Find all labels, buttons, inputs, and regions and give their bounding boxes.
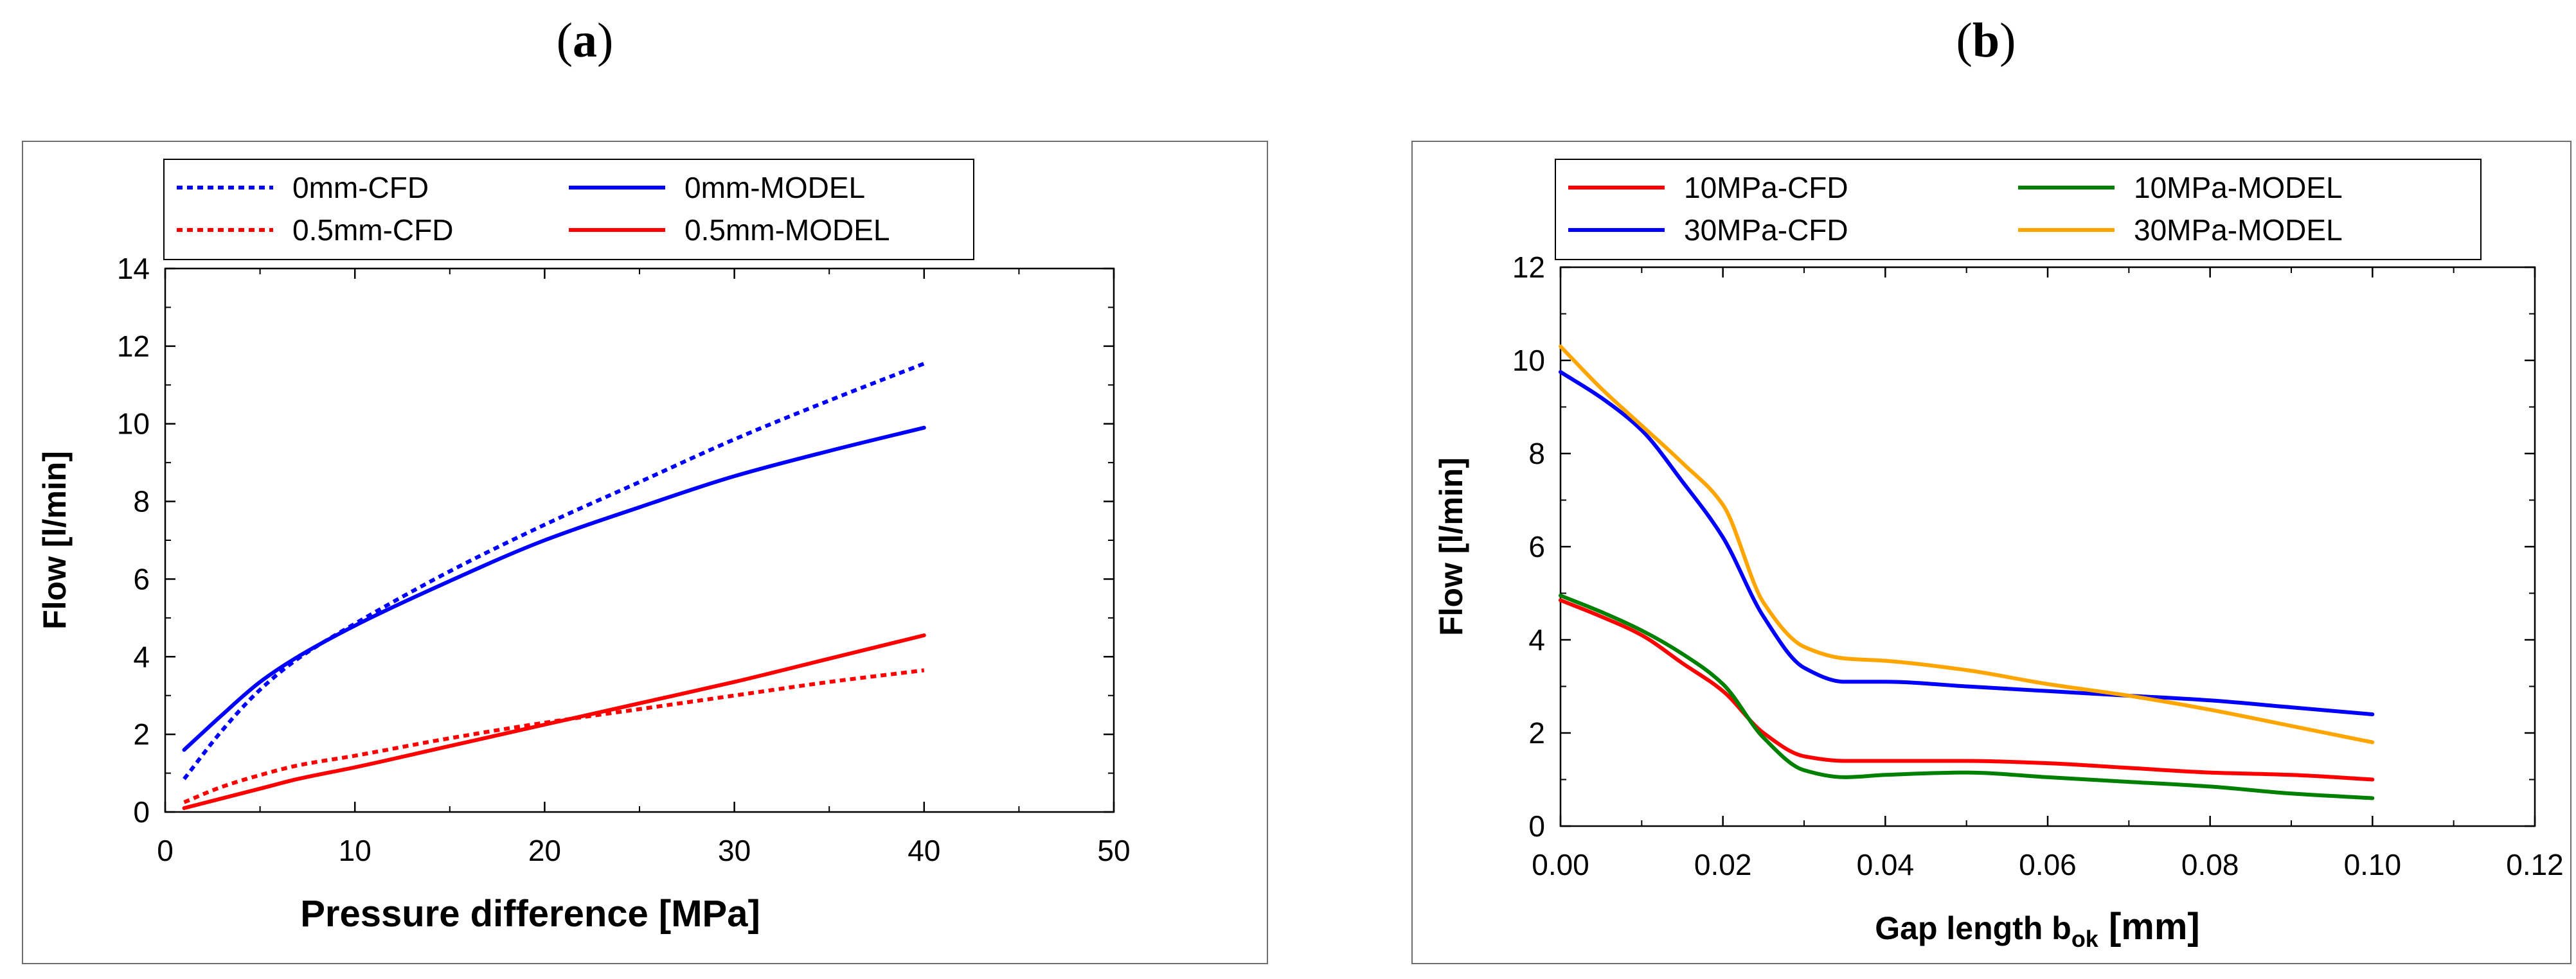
chart-a-xtick-label: 0 [157,834,174,867]
chart-b-legend-box [1555,159,2482,260]
chart-b-legend-label: 30MPa-MODEL [2134,213,2343,247]
chart-a-ytick-label: 10 [117,407,150,441]
chart-b-series-30MPa-CFD [1559,370,2375,716]
chart-a-xlabel: Pressure difference [MPa] [300,893,760,935]
chart-a-legend-label: 0mm-MODEL [684,171,865,204]
chart-b-series-30MPa-MODEL [1559,344,2375,745]
chart-b-frame [1411,141,2572,964]
panel-b-label: (b) [1956,13,2016,67]
chart-b-ytick-label: 10 [1512,344,1545,377]
chart-a-xtick-label: 50 [1097,834,1130,867]
chart-a-ytick-label: 2 [133,718,150,751]
chart-b-xtick-label: 0.00 [1532,848,1589,881]
panel-a-label: (a) [556,13,614,67]
chart-b-xlabel: Gap length bok [mm] [1875,906,2199,952]
chart-b-series-10MPa-MODEL [1559,594,2375,800]
chart-a-legend-label: 0.5mm-MODEL [684,213,890,247]
chart-b-xtick-label: 0.02 [1694,848,1752,881]
chart-a-series-0mm-MODEL [182,425,926,752]
chart-a-series-0.5mm-CFD [183,668,925,804]
chart-a-ylabel: Flow [l/min] [37,451,73,630]
chart-a-legend: 0mm-CFD 0mm-MODEL 0.5mm-CFD 0.5mm-MODEL [163,159,974,260]
chart-b: 0.00 0.02 0.04 0.06 0.08 0.10 0.12 0 2 4 6 8 10 12 Flo… [1411,141,2572,964]
chart-b-ylabel: Flow [l/min] [1433,457,1469,636]
chart-b-legend-label: 10MPa-MODEL [2134,171,2343,204]
chart-b-ytick-label: 8 [1528,437,1545,470]
chart-a-xtick-label: 20 [528,834,561,867]
chart-b-ytick-label: 0 [1528,809,1545,843]
chart-b-ytick-label: 6 [1528,530,1545,563]
chart-a-ytick-label: 14 [117,252,150,285]
chart-a-legend-label: 0.5mm-CFD [292,213,453,247]
chart-b-xtick-label: 0.04 [1857,848,1915,881]
chart-a-ytick-label: 8 [133,485,150,518]
chart-a-ytick-label: 6 [133,562,150,595]
chart-a-ytick-label: 12 [117,330,150,363]
chart-b-series-10MPa-CFD [1559,598,2375,782]
chart-a-xtick-label: 40 [908,834,940,867]
chart-a-ytick-label: 4 [133,640,150,673]
chart-b-legend-label: 10MPa-CFD [1684,171,1848,204]
chart-b-xtick-label: 0.12 [2506,848,2564,881]
chart-a-series-0.5mm-MODEL [182,633,926,810]
chart-a-legend-box [163,159,974,260]
chart-a-legend-label: 0mm-CFD [292,171,429,204]
chart-a-ytick-label: 0 [133,795,150,829]
chart-b-xtick-label: 0.06 [2019,848,2077,881]
chart-b-xtick-label: 0.08 [2181,848,2239,881]
chart-a: 0 10 20 30 40 50 0 2 4 6 8 10 12 14 Flow [l/min] Pressu… [22,141,1268,964]
chart-b-ytick-label: 2 [1528,716,1545,750]
chart-a-xtick-label: 10 [339,834,371,867]
chart-b-xtick-label: 0.10 [2344,848,2402,881]
chart-b-ytick-label: 4 [1528,623,1545,657]
chart-a-series-0mm-CFD [183,362,925,781]
chart-b-legend-label: 30MPa-CFD [1684,213,1848,247]
chart-b-ytick-label: 12 [1512,251,1545,284]
chart-a-frame [22,141,1268,964]
chart-a-xtick-label: 30 [718,834,751,867]
chart-b-legend: 10MPa-CFD 10MPa-MODEL 30MPa-CFD 30MPa-MODEL [1555,159,2482,260]
